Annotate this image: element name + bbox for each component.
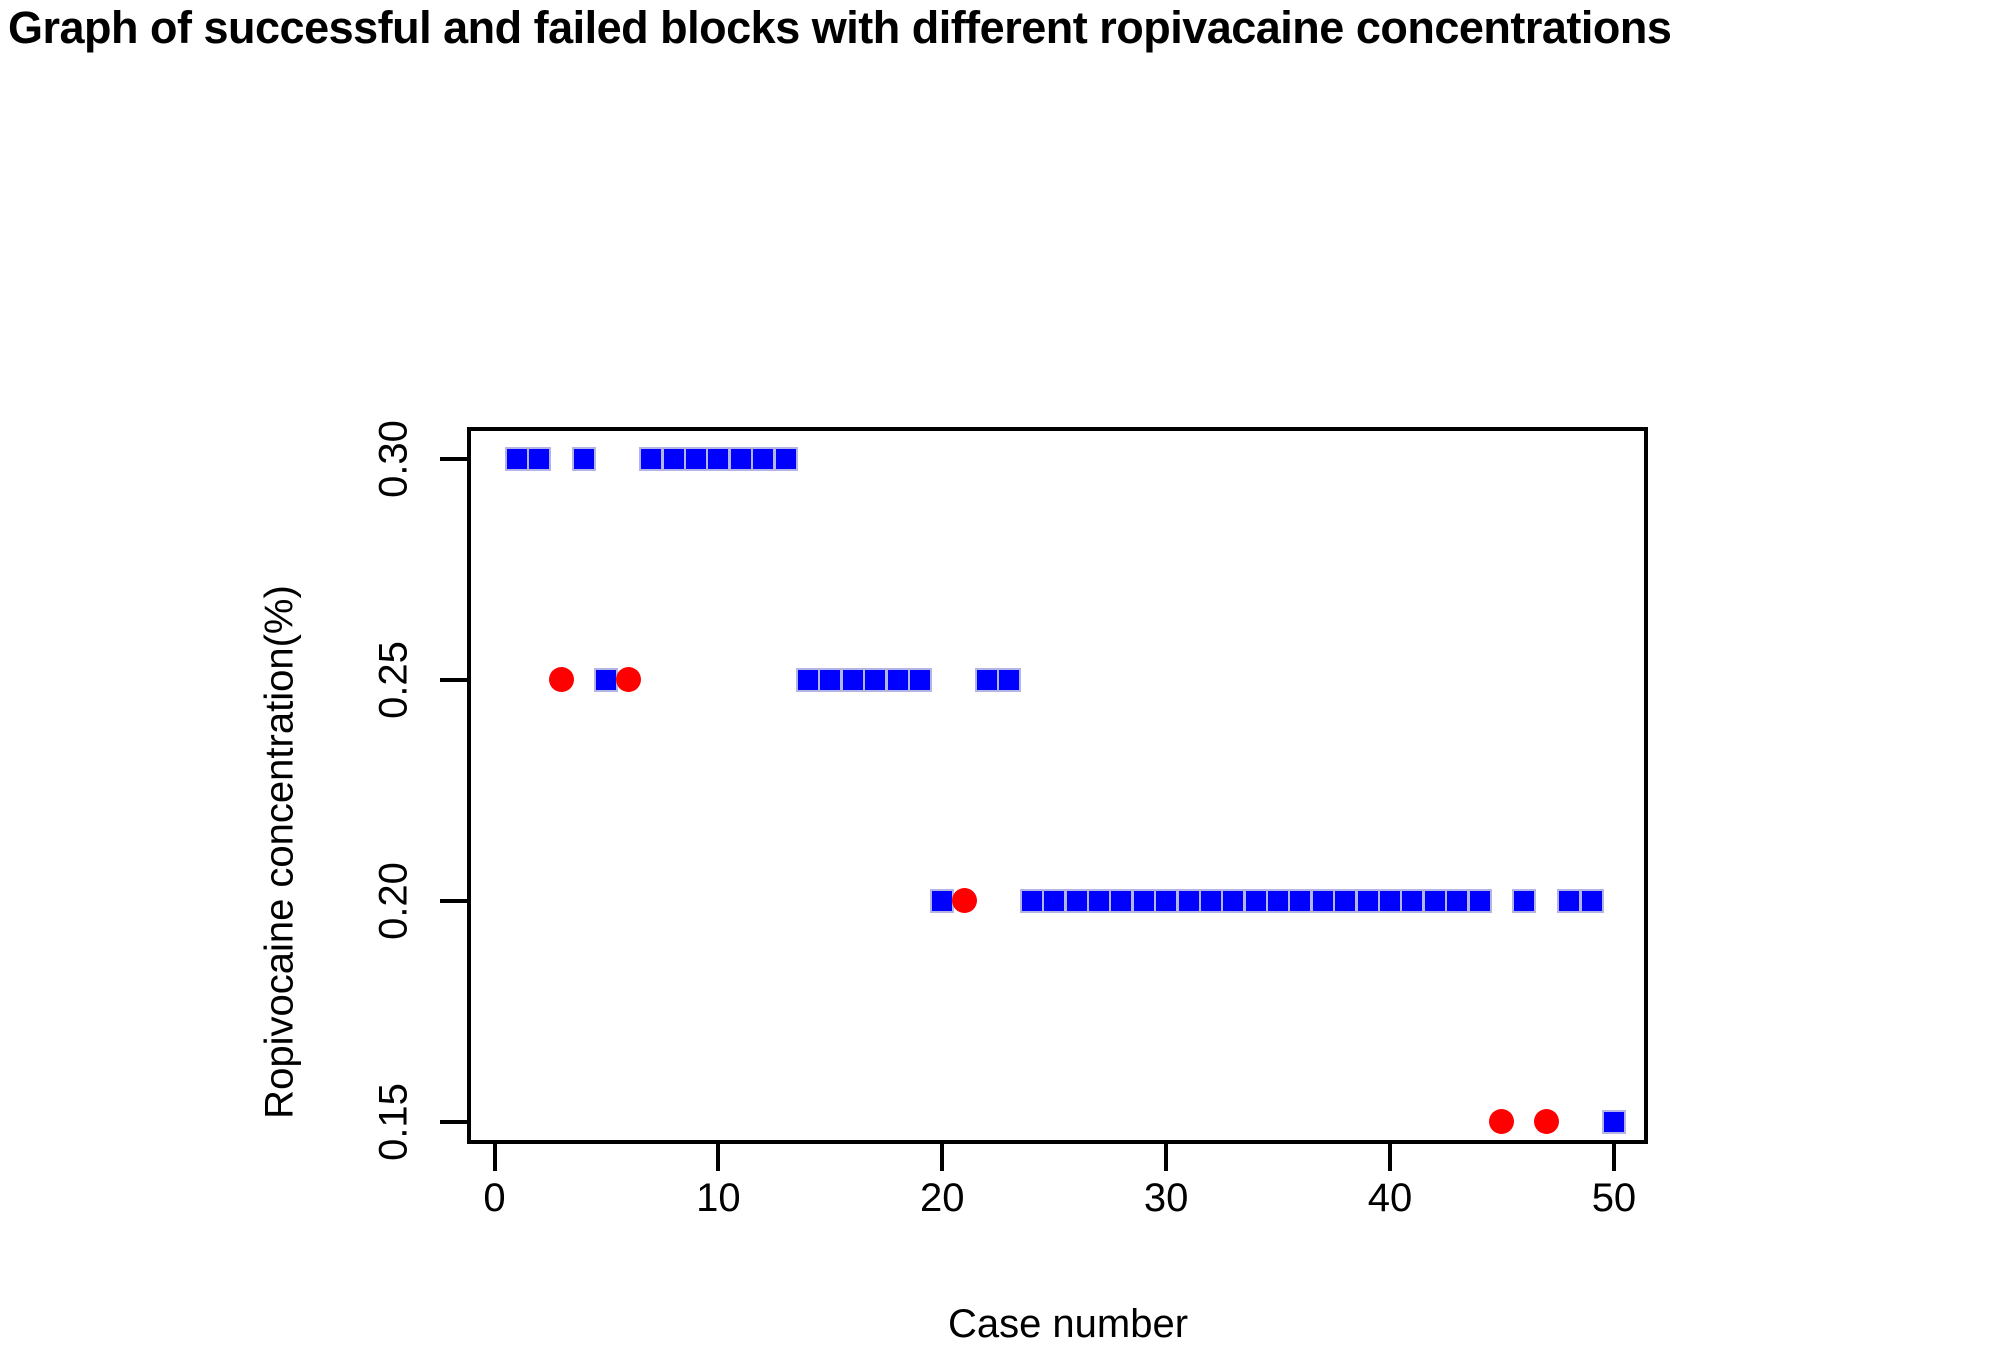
success-marker [1019, 888, 1044, 913]
y-axis-tick [440, 898, 467, 903]
plot-area: 0 10 20 30 40 50 0.15 0.20 0.25 0.30 [372, 420, 1648, 1220]
y-axis-label: Ropivocaine concentration(%) [257, 585, 302, 1119]
success-marker [594, 667, 619, 692]
success-marker [1310, 888, 1335, 913]
success-marker [1154, 888, 1179, 913]
x-tick-label: 10 [696, 1176, 741, 1220]
x-tick-label: 50 [1591, 1176, 1637, 1220]
x-axis-tick [1388, 1144, 1393, 1171]
x-tick-label: 0 [483, 1176, 506, 1220]
success-marker [1176, 888, 1201, 913]
success-marker [1378, 888, 1403, 913]
success-marker [1198, 888, 1223, 913]
success-marker [1333, 888, 1358, 913]
success-marker [751, 446, 776, 471]
success-marker [527, 446, 552, 471]
success-marker [907, 667, 932, 692]
failure-marker [1534, 1109, 1560, 1135]
success-marker [1579, 888, 1604, 913]
y-axis-tick [440, 1119, 467, 1124]
success-marker [706, 446, 731, 471]
failure-marker [952, 888, 978, 914]
x-axis-tick [940, 1144, 945, 1171]
success-marker [1266, 888, 1291, 913]
success-marker [1042, 888, 1067, 913]
x-tick-label: 30 [1143, 1176, 1189, 1220]
success-marker [1221, 888, 1246, 913]
y-tick-label: 0.30 [371, 419, 416, 498]
chart-title: Graph of successful and failed blocks wi… [8, 2, 1672, 53]
y-tick-label: 0.20 [371, 861, 416, 940]
success-marker [504, 446, 529, 471]
success-marker [1557, 888, 1582, 913]
success-marker [1288, 888, 1313, 913]
x-axis-tick [1164, 1144, 1169, 1171]
success-marker [1400, 888, 1425, 913]
success-marker [1064, 888, 1089, 913]
x-axis-tick [716, 1144, 721, 1171]
success-marker [1445, 888, 1470, 913]
success-marker [1087, 888, 1111, 913]
success-marker [773, 446, 798, 471]
success-marker [1467, 888, 1492, 913]
success-marker [1109, 888, 1134, 913]
success-marker [840, 667, 865, 692]
success-marker [885, 667, 910, 692]
success-marker [572, 446, 597, 471]
success-marker [795, 667, 820, 692]
y-tick-label: 0.25 [371, 640, 416, 719]
failure-marker [549, 667, 575, 693]
x-axis-label: Case number [947, 1302, 1189, 1346]
failure-marker [1489, 1109, 1515, 1135]
success-marker [997, 667, 1022, 692]
success-marker [1243, 888, 1268, 913]
y-tick-label: 0.15 [371, 1082, 416, 1161]
success-marker [639, 446, 664, 471]
x-axis-tick [492, 1144, 497, 1171]
y-axis-tick [440, 677, 467, 682]
success-marker [684, 446, 708, 471]
x-tick-label: 40 [1367, 1176, 1413, 1220]
success-marker [1131, 888, 1156, 913]
success-marker [1512, 888, 1537, 913]
success-marker [661, 446, 686, 471]
success-marker [728, 446, 753, 471]
success-marker [930, 888, 955, 913]
success-marker [1601, 1109, 1626, 1134]
y-axis-tick [440, 456, 467, 461]
x-tick-label: 20 [920, 1176, 965, 1220]
success-marker [818, 667, 843, 692]
failure-marker [616, 667, 642, 693]
success-marker [863, 667, 888, 692]
x-axis-tick [1611, 1144, 1616, 1171]
success-marker [1355, 888, 1380, 913]
success-marker [1422, 888, 1447, 913]
success-marker [975, 667, 1000, 692]
